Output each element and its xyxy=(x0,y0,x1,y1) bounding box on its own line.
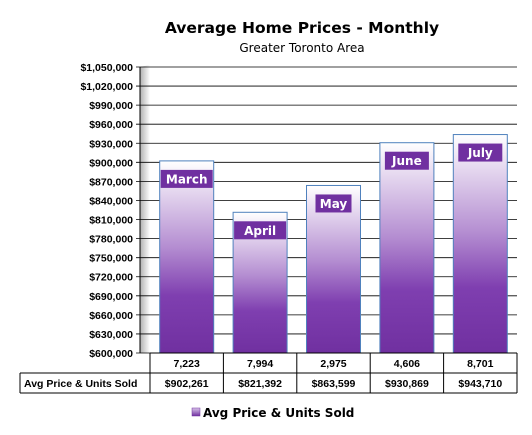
chart-subtitle: Greater Toronto Area xyxy=(239,41,364,55)
y-tick-label: $630,000 xyxy=(89,329,133,341)
y-tick-label: $780,000 xyxy=(89,234,133,246)
units-sold-cell: 8,701 xyxy=(467,358,493,370)
avg-price-cell: $821,392 xyxy=(238,378,282,390)
bar-category-label: June xyxy=(391,154,422,168)
y-tick-label: $960,000 xyxy=(89,119,133,131)
y-tick-label: $720,000 xyxy=(89,272,133,284)
y-tick-label: $810,000 xyxy=(89,215,133,227)
data-table: Avg Price & Units Sold 7,223 $902,261 7,994… xyxy=(19,352,518,394)
avg-price-cell: $930,869 xyxy=(385,378,429,390)
y-tick-label: $990,000 xyxy=(89,100,133,112)
bar-label-bg xyxy=(234,221,287,240)
units-sold-cell: 7,994 xyxy=(247,358,273,370)
avg-price-cell: $902,261 xyxy=(165,378,209,390)
y-tick-label: $1,020,000 xyxy=(80,81,133,93)
y-tick-label: $900,000 xyxy=(89,157,133,169)
y-tick-label: $660,000 xyxy=(89,310,133,322)
y-tick-label: $690,000 xyxy=(89,291,133,303)
units-sold-cell: 2,975 xyxy=(320,358,346,370)
y-tick-label: $1,050,000 xyxy=(80,62,133,74)
avg-price-cell: $863,599 xyxy=(312,378,356,390)
bar xyxy=(379,142,435,354)
y-tick-label: $750,000 xyxy=(89,253,133,265)
bars: March April May June July xyxy=(159,134,508,354)
legend-swatch xyxy=(191,407,201,417)
table-row-header: Avg Price & Units Sold xyxy=(24,378,137,390)
y-axis-ticks: $600,000 $630,000 $660,000 $690,000 $720,000… xyxy=(80,62,133,360)
y-tick-label: $840,000 xyxy=(89,195,133,207)
bar-category-label: July xyxy=(467,146,493,160)
chart-title: Average Home Prices - Monthly xyxy=(165,19,439,37)
bar-label-bg xyxy=(160,169,213,188)
bar-label-bg xyxy=(458,143,503,162)
units-sold-cell: 7,223 xyxy=(174,358,200,370)
avg-price-cell: $943,710 xyxy=(458,378,502,390)
bar xyxy=(159,160,215,354)
y-tick-label: $600,000 xyxy=(89,348,133,360)
bar-label-bg xyxy=(315,194,352,213)
bar-label-bg xyxy=(384,151,429,170)
bar xyxy=(452,134,508,354)
legend-label: Avg Price & Units Sold xyxy=(203,406,354,420)
y-tick-label: $930,000 xyxy=(89,138,133,150)
units-sold-cell: 4,606 xyxy=(394,358,420,370)
bar-category-label: May xyxy=(320,197,348,211)
y-tick-label: $870,000 xyxy=(89,176,133,188)
bar-category-label: April xyxy=(244,224,276,238)
legend: Avg Price & Units Sold xyxy=(191,406,354,420)
bar-category-label: March xyxy=(166,172,208,186)
plot-side-wall xyxy=(140,65,150,353)
bar xyxy=(306,184,361,354)
